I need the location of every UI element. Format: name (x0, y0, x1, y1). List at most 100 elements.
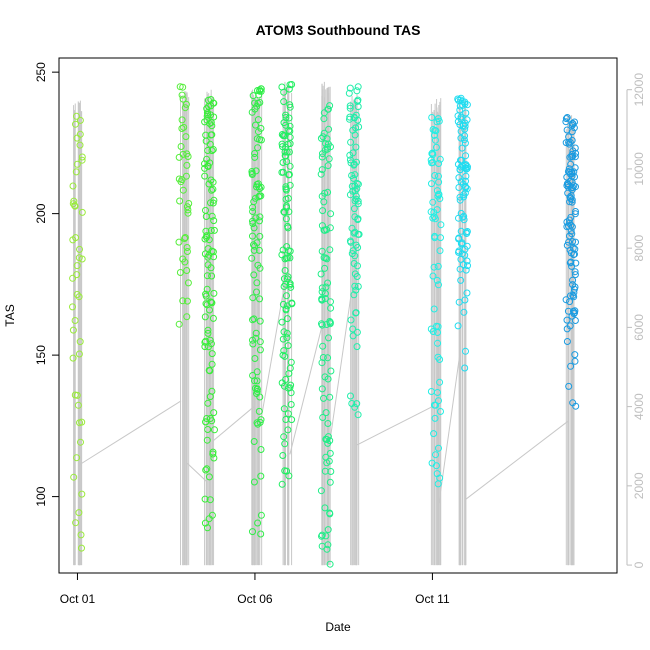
tas-point (75, 293, 83, 301)
tas-point (461, 164, 469, 172)
tas-point (568, 312, 576, 320)
tas-point (256, 317, 264, 325)
tas-point (321, 264, 329, 272)
tas-point (255, 193, 263, 201)
tas-point (183, 297, 191, 305)
tas-point (204, 253, 212, 261)
tas-point (455, 174, 463, 182)
tas-point (252, 334, 260, 342)
tas-point (279, 335, 287, 343)
tas-point (73, 160, 81, 168)
tas-point (454, 322, 462, 330)
tas-point (431, 401, 438, 409)
tas-point (354, 180, 362, 188)
tas-point (78, 153, 86, 161)
tas-point (458, 144, 466, 152)
tas-point (201, 164, 209, 172)
tas-point (435, 281, 442, 289)
tas-point (318, 284, 326, 292)
tas-point (461, 364, 469, 372)
tas-point (256, 213, 264, 221)
tas-point (250, 271, 258, 279)
tas-point (202, 206, 209, 214)
tas-point (249, 203, 257, 211)
tas-point (252, 329, 260, 337)
tas-points-layer (69, 81, 580, 568)
tas-point (283, 329, 291, 337)
tas-point (463, 116, 471, 124)
x-tick-label: Oct 11 (415, 592, 450, 606)
tas-point (354, 83, 362, 91)
tas-point (73, 262, 81, 270)
tas-point (280, 208, 288, 216)
tas-point (571, 144, 579, 152)
tas-point (248, 108, 256, 116)
tas-point (255, 91, 263, 99)
tas-point (204, 329, 212, 337)
tas-point (322, 435, 330, 443)
tas-point (207, 298, 215, 306)
tas-point (562, 115, 570, 123)
altitude-transit-line (465, 420, 569, 500)
y2-tick-label: 4000 (632, 393, 646, 420)
tas-point (256, 338, 264, 346)
tas-point (567, 249, 575, 257)
tas-point (350, 260, 358, 267)
tas-point (253, 388, 261, 395)
tas-point (251, 153, 259, 161)
tas-point (283, 148, 291, 156)
tas-point (76, 141, 84, 149)
tas-point (346, 104, 354, 112)
tas-point (253, 279, 261, 287)
tas-point (203, 155, 211, 163)
tas-point (185, 200, 193, 207)
x-tick-label: Oct 06 (237, 592, 273, 606)
tas-point (320, 226, 328, 234)
tas-point (206, 415, 214, 422)
tas-point (347, 138, 355, 146)
tas-point (179, 83, 187, 91)
tas-point (319, 150, 326, 158)
tas-point (282, 416, 290, 423)
tas-point (256, 264, 264, 272)
tas-point (322, 532, 330, 540)
tas-point (568, 230, 576, 238)
tas-point (346, 156, 354, 164)
tas-point (437, 234, 444, 242)
tas-point (351, 213, 359, 221)
tas-point (571, 283, 579, 291)
tas-point (281, 132, 289, 140)
tas-point (319, 133, 327, 141)
tas-point (349, 325, 357, 333)
tas-point (324, 526, 332, 534)
tas-point (566, 292, 574, 300)
tas-point (256, 346, 264, 354)
tas-point (354, 200, 362, 208)
tas-point (282, 195, 290, 203)
tas-point (204, 96, 212, 104)
tas-point (250, 478, 258, 486)
tas-point (203, 415, 211, 422)
tas-point (570, 182, 578, 190)
tas-point (252, 121, 259, 129)
tas-point (457, 127, 465, 135)
tas-point (184, 209, 192, 217)
tas-point (324, 420, 332, 427)
tas-point (254, 519, 262, 527)
tas-point (279, 452, 287, 459)
tas-point (280, 328, 288, 336)
tas-point (433, 118, 441, 126)
tas-point (182, 133, 190, 141)
tas-point (462, 165, 470, 173)
tas-point (569, 307, 577, 315)
tas-point (320, 198, 328, 206)
tas-point (183, 203, 191, 211)
tas-point (286, 254, 294, 262)
tas-point (207, 111, 215, 119)
tas-point (181, 234, 189, 241)
tas-point (278, 318, 286, 326)
tas-point (284, 247, 292, 255)
tas-point (286, 81, 294, 89)
tas-point (462, 109, 470, 117)
tas-point (460, 216, 468, 224)
